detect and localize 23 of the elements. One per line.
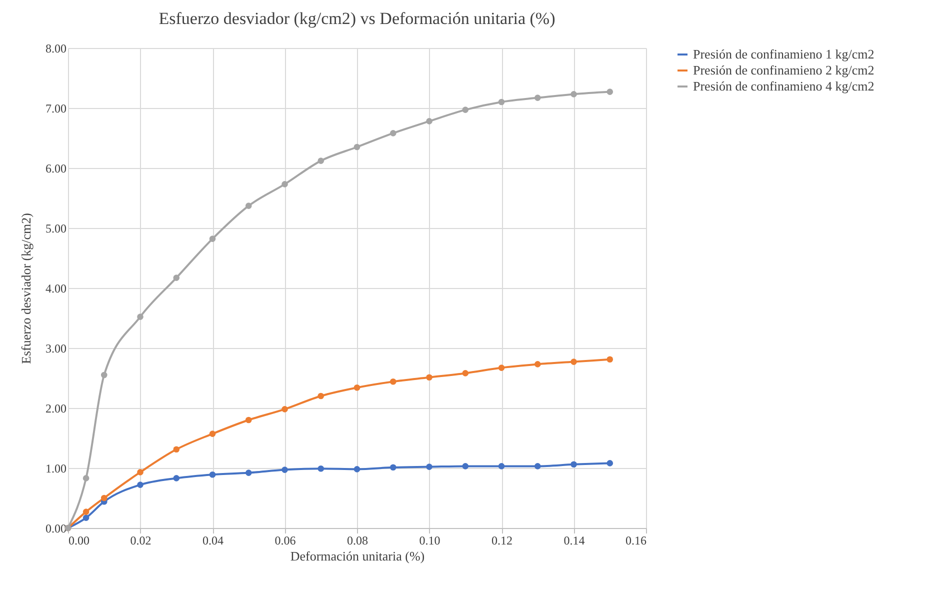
y-tick-label: 6.00 — [46, 162, 66, 176]
legend-label: Presión de confinamieno 2 kg/cm2 — [693, 62, 874, 78]
y-tick-label: 5.00 — [46, 222, 66, 236]
x-tick-label: 0.08 — [347, 534, 368, 548]
legend-label: Presión de confinamieno 4 kg/cm2 — [693, 78, 874, 94]
x-tick-label: 0.10 — [419, 534, 440, 548]
x-axis-title: Deformación unitaria (%) — [290, 548, 425, 564]
x-tick-label: 0.04 — [202, 534, 224, 548]
y-tick-label: 3.00 — [46, 342, 66, 356]
y-tick-label: 2.00 — [46, 402, 66, 416]
x-tick-label: 0.14 — [564, 534, 585, 548]
y-tick-label: 7.00 — [46, 102, 66, 116]
legend-label: Presión de confinamieno 1 kg/cm2 — [693, 46, 874, 62]
chart-title: Esfuerzo desviador (kg/cm2) vs Deformación unitaria (%) — [158, 9, 556, 28]
x-tick-label: 0.16 — [626, 534, 646, 548]
y-axis-title: Esfuerzo desviador (kg/cm2) — [18, 213, 34, 364]
y-tick-label: 1.00 — [46, 462, 66, 476]
x-tick-label: 0.12 — [492, 534, 512, 548]
x-tick-label: 0.06 — [274, 534, 296, 548]
x-tick-label: 0.02 — [130, 534, 152, 548]
x-tick-label: 0.00 — [68, 534, 90, 548]
y-tick-label: 4.00 — [46, 282, 66, 296]
y-tick-label: 8.00 — [46, 42, 66, 56]
